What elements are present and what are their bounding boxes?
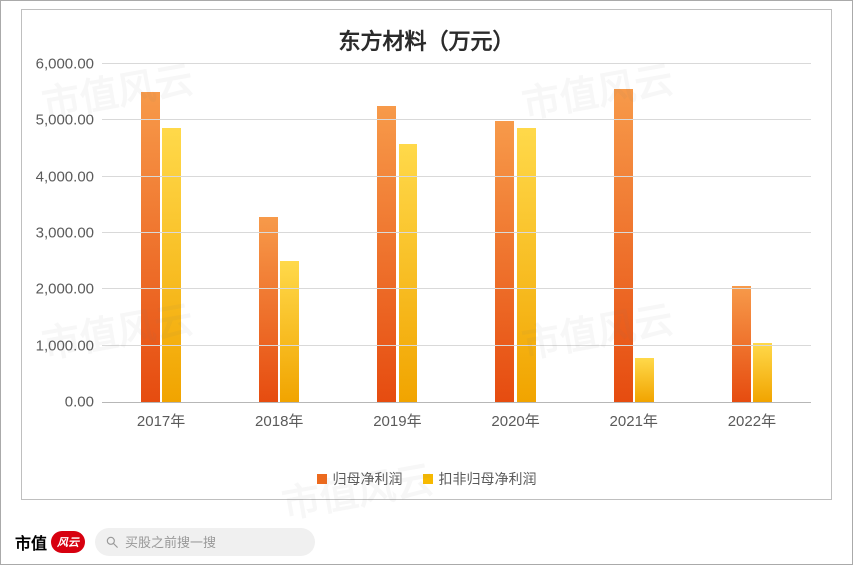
bar-series-1 <box>614 89 633 402</box>
bar-group: 2018年 <box>220 64 338 402</box>
gridline <box>102 63 811 64</box>
bar-group: 2020年 <box>457 64 575 402</box>
gridline <box>102 176 811 177</box>
search-icon <box>105 535 119 549</box>
chart-title: 东方材料（万元） <box>22 24 831 56</box>
chart-frame: 东方材料（万元） 2017年2018年2019年2020年2021年2022年 … <box>21 9 832 500</box>
y-axis-label: 4,000.00 <box>36 168 102 185</box>
y-axis-label: 2,000.00 <box>36 281 102 298</box>
bars-layer: 2017年2018年2019年2020年2021年2022年 <box>102 64 811 402</box>
y-axis-label: 0.00 <box>65 394 102 411</box>
footer-bar: 市值 风云 <box>1 520 852 564</box>
bar-series-1 <box>377 106 396 402</box>
gridline <box>102 232 811 233</box>
bar-series-2 <box>517 128 536 402</box>
y-axis-label: 1,000.00 <box>36 337 102 354</box>
legend-label: 归母净利润 <box>333 469 403 489</box>
chart-container: 东方材料（万元） 2017年2018年2019年2020年2021年2022年 … <box>0 0 853 565</box>
bar-group: 2017年 <box>102 64 220 402</box>
x-axis-label: 2022年 <box>728 402 776 431</box>
x-axis-label: 2020年 <box>491 402 539 431</box>
bar-series-2 <box>162 128 181 402</box>
x-axis-label: 2017年 <box>137 402 185 431</box>
y-axis-label: 3,000.00 <box>36 225 102 242</box>
legend-item: 归母净利润 <box>317 469 403 489</box>
search-box[interactable] <box>95 528 315 556</box>
x-axis-label: 2019年 <box>373 402 421 431</box>
gridline <box>102 119 811 120</box>
brand-badge: 风云 <box>51 531 85 553</box>
search-input[interactable] <box>125 535 305 550</box>
bar-series-2 <box>635 358 654 402</box>
bar-series-2 <box>399 144 418 402</box>
brand: 市值 风云 <box>15 530 85 554</box>
legend-item: 扣非归母净利润 <box>423 469 537 489</box>
legend-swatch <box>317 474 327 484</box>
gridline <box>102 288 811 289</box>
plot-area: 2017年2018年2019年2020年2021年2022年 0.001,000… <box>102 64 811 403</box>
bar-group: 2021年 <box>575 64 693 402</box>
y-axis-label: 5,000.00 <box>36 112 102 129</box>
legend: 归母净利润 扣非归母净利润 <box>22 469 831 489</box>
legend-label: 扣非归母净利润 <box>439 469 537 489</box>
gridline <box>102 345 811 346</box>
bar-group: 2019年 <box>338 64 456 402</box>
bar-series-2 <box>753 343 772 402</box>
x-axis-label: 2021年 <box>610 402 658 431</box>
brand-text: 市值 <box>15 530 47 554</box>
x-axis-label: 2018年 <box>255 402 303 431</box>
bar-series-1 <box>259 217 278 402</box>
y-axis-label: 6,000.00 <box>36 56 102 73</box>
bar-series-2 <box>280 261 299 402</box>
bar-group: 2022年 <box>693 64 811 402</box>
bar-series-1 <box>495 121 514 402</box>
legend-swatch <box>423 474 433 484</box>
bar-series-1 <box>141 92 160 402</box>
